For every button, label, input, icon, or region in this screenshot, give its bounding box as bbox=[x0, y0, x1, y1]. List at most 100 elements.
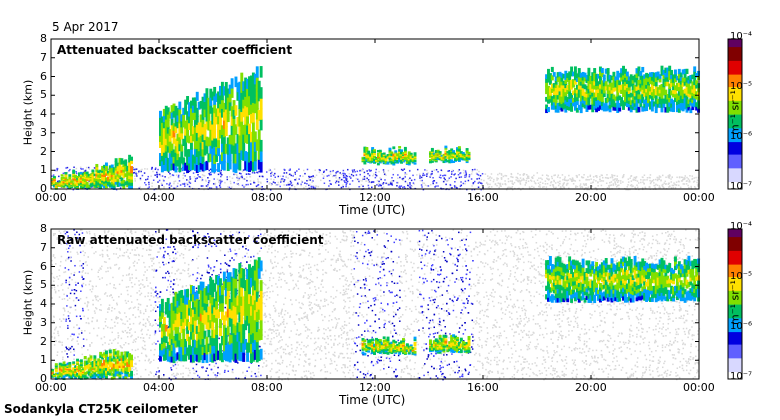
noise-pixel bbox=[492, 267, 494, 270]
noise-pixel bbox=[549, 184, 552, 187]
noise-pixel bbox=[480, 178, 483, 181]
noise-pixel bbox=[575, 185, 577, 187]
signal-pixel bbox=[575, 84, 579, 90]
signal-pixel bbox=[191, 133, 195, 142]
signal-pixel bbox=[230, 134, 234, 145]
signal-pixel bbox=[403, 155, 407, 159]
signal-pixel bbox=[174, 125, 178, 134]
signal-pixel bbox=[371, 153, 375, 157]
noise-pixel bbox=[361, 168, 363, 171]
signal-pixel bbox=[585, 100, 589, 105]
noise-pixel bbox=[366, 177, 368, 180]
colorbar-segment bbox=[728, 42, 742, 45]
noise-pixel bbox=[277, 183, 280, 186]
signal-pixel bbox=[434, 159, 438, 162]
signal-pixel bbox=[108, 173, 112, 178]
noise-pixel bbox=[198, 175, 200, 178]
signal-pixel bbox=[97, 179, 101, 183]
noise-pixel bbox=[409, 186, 411, 188]
noise-pixel bbox=[147, 175, 149, 178]
signal-pixel bbox=[552, 101, 556, 107]
noise-pixel bbox=[500, 178, 503, 180]
signal-pixel bbox=[224, 143, 228, 154]
noise-pixel bbox=[623, 174, 625, 176]
signal-pixel bbox=[558, 86, 562, 92]
signal-pixel bbox=[547, 77, 550, 83]
signal-pixel bbox=[195, 123, 199, 133]
noise-pixel bbox=[275, 301, 277, 303]
noise-pixel bbox=[608, 181, 611, 184]
noise-pixel bbox=[454, 181, 456, 183]
signal-pixel bbox=[411, 157, 415, 160]
signal-pixel bbox=[130, 159, 133, 164]
signal-pixel bbox=[407, 157, 411, 161]
signal-pixel bbox=[95, 177, 99, 182]
noise-pixel bbox=[449, 186, 452, 189]
signal-pixel bbox=[548, 98, 552, 103]
signal-pixel bbox=[207, 153, 211, 163]
noise-pixel bbox=[155, 373, 157, 376]
noise-pixel bbox=[576, 316, 579, 319]
noise-pixel bbox=[109, 267, 112, 270]
noise-pixel bbox=[347, 186, 350, 189]
signal-pixel bbox=[648, 75, 652, 81]
signal-pixel bbox=[552, 83, 556, 88]
signal-pixel bbox=[62, 176, 66, 179]
colorbar-segment bbox=[728, 179, 742, 181]
noise-pixel bbox=[379, 183, 381, 186]
noise-pixel bbox=[370, 325, 373, 327]
signal-pixel bbox=[128, 171, 132, 176]
signal-pixel bbox=[650, 75, 654, 81]
signal-pixel bbox=[248, 76, 251, 87]
signal-pixel bbox=[622, 87, 625, 93]
signal-pixel bbox=[213, 112, 217, 122]
signal-pixel bbox=[662, 78, 666, 84]
noise-pixel bbox=[265, 171, 268, 173]
signal-pixel bbox=[652, 93, 656, 99]
signal-pixel bbox=[186, 156, 190, 166]
noise-pixel bbox=[521, 179, 523, 181]
signal-pixel bbox=[411, 156, 415, 158]
signal-pixel bbox=[238, 125, 242, 136]
noise-pixel bbox=[666, 239, 668, 242]
signal-pixel bbox=[598, 100, 602, 106]
signal-pixel bbox=[76, 181, 79, 184]
signal-pixel bbox=[164, 118, 168, 126]
noise-pixel bbox=[422, 188, 425, 191]
signal-pixel bbox=[465, 148, 469, 151]
noise-pixel bbox=[505, 248, 507, 251]
signal-pixel bbox=[662, 82, 666, 88]
signal-pixel bbox=[172, 129, 176, 138]
signal-pixel bbox=[108, 178, 112, 182]
colorbar-segment bbox=[728, 142, 742, 145]
signal-pixel bbox=[679, 98, 683, 104]
noise-pixel bbox=[546, 248, 548, 251]
noise-pixel bbox=[345, 342, 348, 344]
noise-pixel bbox=[580, 176, 583, 178]
signal-pixel bbox=[246, 78, 250, 89]
signal-pixel bbox=[257, 139, 261, 151]
signal-pixel bbox=[664, 76, 668, 82]
signal-pixel bbox=[672, 103, 675, 109]
noise-pixel bbox=[215, 375, 218, 377]
signal-pixel bbox=[191, 154, 195, 163]
signal-pixel bbox=[548, 73, 552, 78]
signal-pixel bbox=[363, 153, 367, 157]
colorbar-segment bbox=[728, 87, 742, 90]
signal-pixel bbox=[581, 102, 585, 108]
noise-pixel bbox=[143, 172, 146, 174]
noise-pixel bbox=[426, 185, 428, 187]
noise-pixel bbox=[574, 180, 577, 182]
signal-pixel bbox=[623, 84, 627, 90]
signal-pixel bbox=[85, 181, 89, 185]
noise-pixel bbox=[541, 174, 544, 177]
noise-pixel bbox=[523, 173, 525, 175]
signal-pixel bbox=[581, 87, 585, 93]
noise-pixel bbox=[81, 307, 84, 310]
signal-pixel bbox=[230, 143, 234, 154]
noise-pixel bbox=[630, 180, 633, 182]
noise-pixel bbox=[345, 339, 347, 341]
noise-pixel bbox=[109, 327, 112, 329]
noise-pixel bbox=[362, 262, 364, 265]
signal-pixel bbox=[222, 127, 226, 138]
